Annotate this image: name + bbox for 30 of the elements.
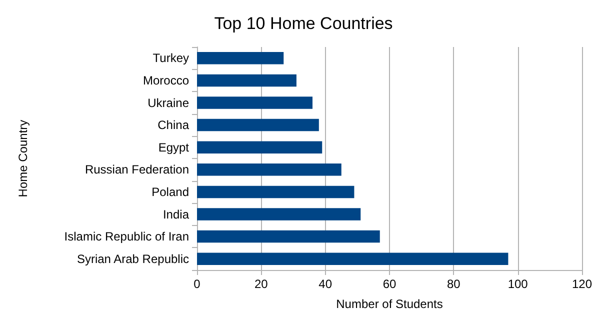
- x-axis-title: Number of Students: [336, 297, 443, 311]
- y-tick-label: India: [162, 207, 190, 222]
- bar: [197, 118, 319, 132]
- y-tick-label: Syrian Arab Republic: [76, 252, 189, 266]
- x-tick-label: 120: [572, 277, 592, 291]
- y-tick-label: China: [158, 118, 190, 132]
- bar: [197, 186, 354, 198]
- y-tick-label: Poland: [152, 184, 189, 199]
- bar: [197, 52, 284, 64]
- y-tick-label: Islamic Republic of Iran: [64, 230, 189, 244]
- y-tick-label: Russian Federation: [84, 162, 189, 177]
- x-tick-label: 80: [446, 277, 461, 291]
- y-tick-label: Turkey: [152, 51, 189, 66]
- y-axis-title: Home Country: [16, 120, 30, 198]
- chart-title: Top 10 Home Countries: [214, 14, 393, 33]
- bar: [197, 164, 342, 176]
- x-tick-label: 0: [194, 277, 201, 291]
- x-tick-label: 20: [254, 277, 268, 291]
- x-tick-label: 40: [318, 277, 332, 291]
- bar: [197, 141, 322, 154]
- bar: [197, 208, 361, 220]
- x-tick-label: 60: [382, 277, 396, 291]
- bar: [197, 74, 296, 87]
- y-tick-label: Egypt: [158, 140, 190, 154]
- x-tick-label: 100: [508, 277, 528, 291]
- bar: [197, 230, 380, 243]
- bar: [197, 96, 312, 109]
- bar: [197, 252, 508, 265]
- y-tick-label: Ukraine: [148, 96, 190, 110]
- y-tick-label: Morocco: [142, 73, 190, 88]
